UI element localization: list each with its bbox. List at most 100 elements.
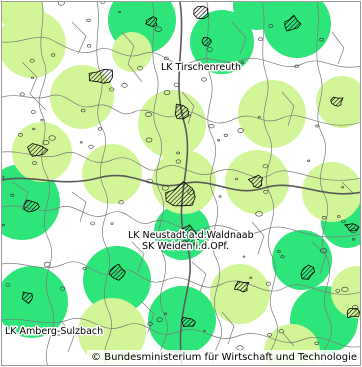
map-speck-2	[349, 228, 357, 234]
map-speck-62	[86, 44, 92, 48]
map-speck-77	[268, 24, 274, 28]
map-speck-48	[109, 87, 115, 92]
map-speck-71	[163, 90, 171, 95]
map-speck-64	[187, 189, 195, 195]
map-speck-27	[314, 341, 320, 345]
settlement-4	[284, 14, 302, 32]
map-speck-70	[237, 128, 244, 133]
bright-zone-1	[190, 10, 254, 74]
map-speck-34	[206, 47, 213, 52]
map-speck-66	[50, 53, 56, 57]
map-speck-22	[79, 141, 83, 144]
map-speck-29	[31, 76, 35, 80]
settlement-6	[23, 199, 40, 213]
map-speck-40	[48, 135, 56, 141]
settlement-10	[247, 174, 263, 189]
map-speck-18	[88, 144, 94, 149]
map-speck-50	[235, 177, 239, 181]
map-speck-46	[218, 195, 222, 198]
map-speck-81	[5, 283, 11, 287]
copyright-notice: © Bundesministerium für Wirtschaft und T…	[87, 350, 360, 365]
map-speck-63	[19, 92, 25, 97]
light-zone-11	[78, 298, 146, 365]
map-speck-3	[154, 26, 163, 32]
label-amberg: LK Amberg-Sulzbach	[5, 326, 103, 337]
settlement-14	[21, 291, 33, 305]
light-zone-4	[238, 80, 306, 148]
settlement-9	[330, 96, 344, 107]
map-speck-26	[173, 82, 180, 87]
map-speck-6	[156, 317, 163, 323]
map-speck-56	[352, 305, 359, 310]
label-neustadt: LK Neustadt a.d.Waldnaab	[128, 230, 254, 241]
map-speck-31	[97, 127, 103, 131]
map-speck-55	[57, 2, 65, 6]
map-detail-outlines	[2, 2, 359, 357]
light-zone-10	[210, 264, 270, 324]
light-zone-2	[82, 144, 142, 204]
map-speck-15	[294, 64, 299, 68]
bright-zone-2	[263, 2, 331, 58]
map-labels: LK Tirschenreuth LK Neustadt a.d.Waldnaa…	[4, 61, 256, 339]
bright-zone-8	[2, 266, 68, 338]
map-speck-69	[161, 185, 169, 191]
map-speck-61	[242, 255, 246, 258]
map-speck-14	[321, 216, 327, 220]
map-speck-87	[59, 286, 66, 291]
bright-zone-11	[233, 2, 281, 30]
settlement-2	[88, 68, 114, 84]
map-speck-4	[196, 235, 202, 239]
settlement-3	[174, 103, 190, 120]
map-speck-36	[118, 200, 124, 205]
map-speck-1	[278, 329, 285, 334]
map-speck-21	[319, 37, 324, 42]
light-zone-14	[2, 2, 44, 34]
map-speck-89	[32, 161, 37, 165]
map-speck-24	[10, 193, 15, 197]
map-speck-52	[2, 223, 5, 227]
map-speck-44	[86, 18, 91, 23]
map-speck-51	[2, 175, 5, 180]
map-speck-13	[82, 266, 87, 270]
map-speck-60	[337, 215, 341, 218]
map-speck-23	[43, 261, 51, 267]
light-zone-3	[138, 90, 206, 158]
map-speck-49	[201, 77, 207, 82]
map-speck-86	[145, 137, 153, 143]
map-speck-10	[187, 114, 191, 117]
map-speck-78	[100, 2, 106, 4]
map-speck-72	[90, 221, 96, 226]
map-speck-80	[175, 159, 182, 164]
map-speck-17	[29, 58, 35, 63]
settlement-7	[108, 263, 127, 281]
settlement-18	[145, 16, 158, 27]
map-speck-39	[217, 139, 221, 142]
map-speck-35	[341, 219, 346, 223]
map-speck-33	[280, 255, 285, 259]
map-speck-12	[137, 65, 143, 71]
map-speck-25	[121, 83, 128, 88]
map-speck-67	[40, 118, 44, 122]
settlement-12	[346, 307, 360, 319]
settlement-areas	[21, 5, 360, 328]
bright-zone-6	[272, 230, 332, 290]
map-speck-59	[223, 133, 228, 137]
settlement-5	[27, 143, 49, 157]
light-zone-8	[302, 162, 360, 222]
map-speck-38	[263, 189, 269, 194]
map-speck-57	[203, 329, 206, 332]
label-weiden: SK Weiden i.d.OPf.	[142, 241, 229, 252]
map-speck-58	[110, 222, 114, 225]
settlement-17	[201, 37, 212, 47]
map-speck-82	[249, 276, 253, 279]
map-speck-76	[258, 37, 263, 42]
map-speck-41	[267, 332, 272, 337]
map-speck-73	[163, 312, 168, 315]
settlement-11	[300, 264, 315, 280]
map-speck-74	[176, 151, 181, 155]
map-speck-84	[80, 108, 86, 113]
settlement-13	[181, 316, 196, 328]
